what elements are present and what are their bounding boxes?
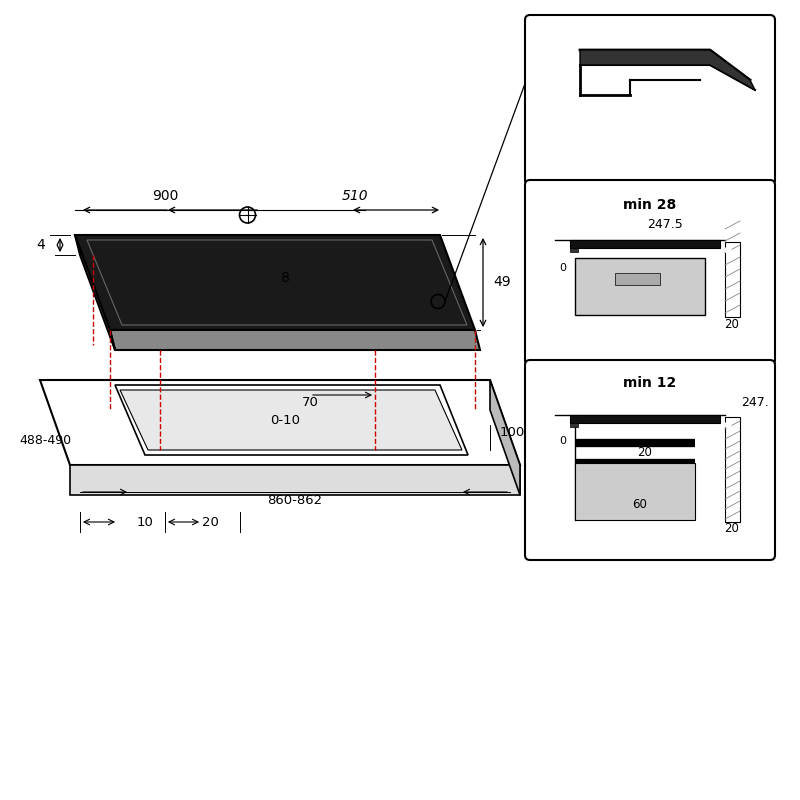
Text: 900: 900 — [152, 189, 178, 203]
Text: 0-10: 0-10 — [270, 414, 300, 426]
Text: 247.: 247. — [741, 397, 769, 410]
Polygon shape — [110, 330, 480, 350]
Text: 4: 4 — [36, 238, 45, 252]
Polygon shape — [490, 380, 520, 495]
Text: 247.5: 247.5 — [647, 218, 683, 231]
Bar — [575, 463, 695, 520]
Text: 20: 20 — [638, 446, 653, 459]
FancyBboxPatch shape — [525, 15, 775, 185]
Text: 20: 20 — [725, 318, 739, 331]
Text: 8: 8 — [281, 270, 290, 285]
Text: min 12: min 12 — [623, 376, 677, 390]
Text: 0: 0 — [559, 263, 566, 273]
Bar — [615, 273, 660, 285]
Text: 49: 49 — [493, 275, 510, 290]
Text: 510: 510 — [342, 189, 368, 203]
Bar — [725, 242, 740, 317]
Bar — [570, 248, 578, 252]
Bar — [570, 240, 720, 248]
Polygon shape — [75, 235, 115, 350]
Text: 10: 10 — [137, 515, 154, 529]
Text: min 28: min 28 — [623, 198, 677, 212]
Text: 70: 70 — [302, 395, 318, 409]
Bar — [570, 415, 720, 423]
Text: 20: 20 — [202, 515, 218, 529]
Text: 20: 20 — [725, 522, 739, 534]
Bar — [725, 417, 740, 522]
Bar — [575, 258, 705, 315]
Text: 0: 0 — [559, 436, 566, 446]
Text: 100: 100 — [500, 426, 526, 439]
Text: 60: 60 — [633, 498, 647, 511]
Text: 860-862: 860-862 — [267, 494, 322, 506]
Circle shape — [725, 422, 731, 428]
Polygon shape — [40, 380, 520, 465]
Polygon shape — [580, 50, 755, 90]
Polygon shape — [70, 465, 520, 495]
Polygon shape — [120, 390, 462, 450]
FancyBboxPatch shape — [525, 180, 775, 365]
Polygon shape — [115, 385, 468, 455]
Bar — [570, 423, 578, 427]
Text: 488-490: 488-490 — [19, 434, 71, 446]
Circle shape — [725, 247, 731, 253]
Polygon shape — [75, 235, 475, 330]
FancyBboxPatch shape — [525, 360, 775, 560]
